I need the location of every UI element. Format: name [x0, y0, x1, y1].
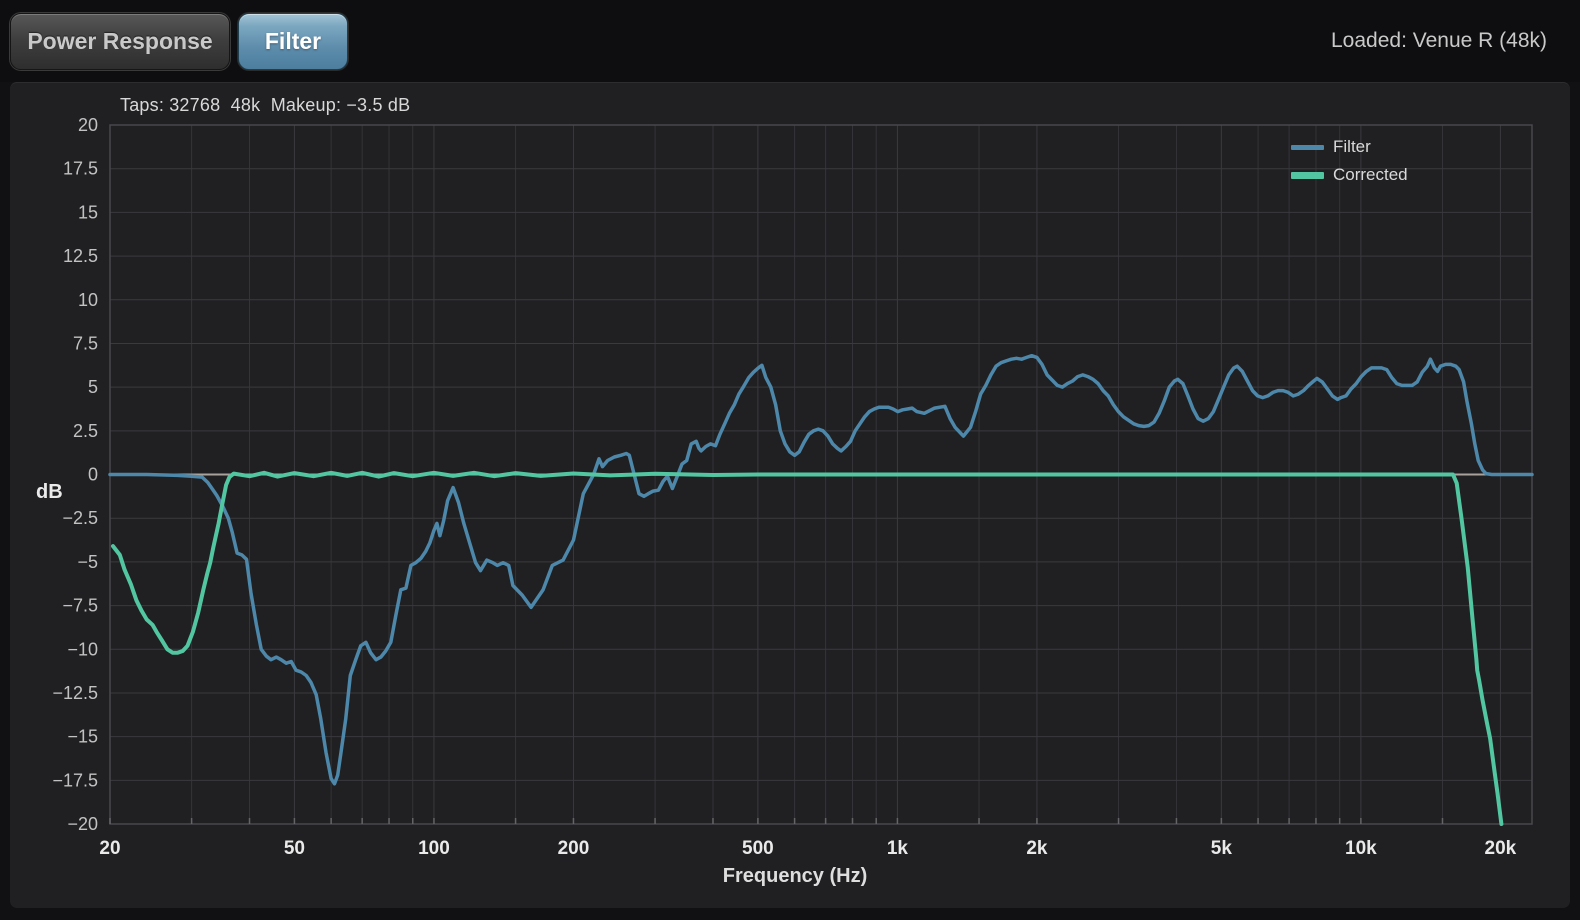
x-axis-label: Frequency (Hz): [722, 865, 868, 887]
filter-info-text: Taps: 32768 48k Makeup: −3.5 dB: [120, 95, 411, 115]
loaded-preset-label: Loaded: Venue R (48k): [1331, 29, 1547, 52]
legend-label: Filter: [1333, 137, 1371, 156]
svg-text:500: 500: [742, 838, 774, 859]
svg-text:200: 200: [558, 838, 590, 859]
svg-text:2.5: 2.5: [73, 421, 98, 441]
svg-text:−20: −20: [67, 814, 98, 834]
top-toolbar: Power Response Filter Loaded: Venue R (4…: [0, 0, 1580, 82]
svg-text:20: 20: [99, 838, 120, 859]
svg-text:−17.5: −17.5: [52, 770, 98, 790]
svg-text:12.5: 12.5: [63, 246, 98, 266]
corrected-curve: [111, 470, 1504, 826]
chart-legend: Filter Corrected: [1291, 133, 1408, 189]
response-chart-panel: 20 17.5 15 12.5 10 7.5 5 2.5 0 −2.5 −5 −7.5 −10 −12.5…: [10, 82, 1570, 908]
svg-text:2k: 2k: [1026, 838, 1048, 859]
filter-line-swatch: [1291, 144, 1324, 150]
svg-text:−7.5: −7.5: [62, 596, 98, 616]
svg-text:15: 15: [78, 202, 98, 222]
x-tick-labels: 20 50 100 200 500 1k 2k 5k 10k 20k: [99, 838, 1516, 859]
svg-text:−2.5: −2.5: [62, 508, 98, 528]
y-tick-labels: 20 17.5 15 12.5 10 7.5 5 2.5 0 −2.5 −5 −7.5 −10 −12.5…: [52, 115, 98, 834]
svg-text:−5: −5: [77, 552, 98, 572]
svg-text:17.5: 17.5: [63, 159, 98, 179]
svg-text:7.5: 7.5: [73, 333, 98, 353]
svg-text:0: 0: [88, 465, 98, 485]
svg-text:−12.5: −12.5: [52, 683, 98, 703]
y-axis-label: dB: [36, 481, 63, 503]
x-tick-marks: [109, 818, 1502, 824]
svg-text:−10: −10: [67, 639, 98, 659]
svg-text:20k: 20k: [1485, 838, 1517, 859]
tab-power-response[interactable]: Power Response: [10, 13, 230, 70]
legend-item-filter: Filter: [1291, 133, 1408, 161]
filter-curve: [108, 353, 1534, 786]
tab-filter[interactable]: Filter: [238, 13, 348, 70]
corrected-line-swatch: [1291, 171, 1324, 179]
legend-label: Corrected: [1333, 165, 1408, 184]
svg-text:100: 100: [418, 838, 450, 859]
svg-text:50: 50: [284, 838, 305, 859]
svg-text:1k: 1k: [887, 838, 909, 859]
legend-item-corrected: Corrected: [1291, 161, 1408, 189]
svg-text:10k: 10k: [1345, 838, 1377, 859]
svg-text:20: 20: [78, 115, 98, 135]
svg-text:10: 10: [78, 290, 98, 310]
svg-text:5k: 5k: [1211, 838, 1233, 859]
svg-text:5: 5: [88, 377, 98, 397]
svg-text:−15: −15: [67, 727, 98, 747]
response-chart: 20 17.5 15 12.5 10 7.5 5 2.5 0 −2.5 −5 −7.5 −10 −12.5…: [52, 115, 1534, 859]
